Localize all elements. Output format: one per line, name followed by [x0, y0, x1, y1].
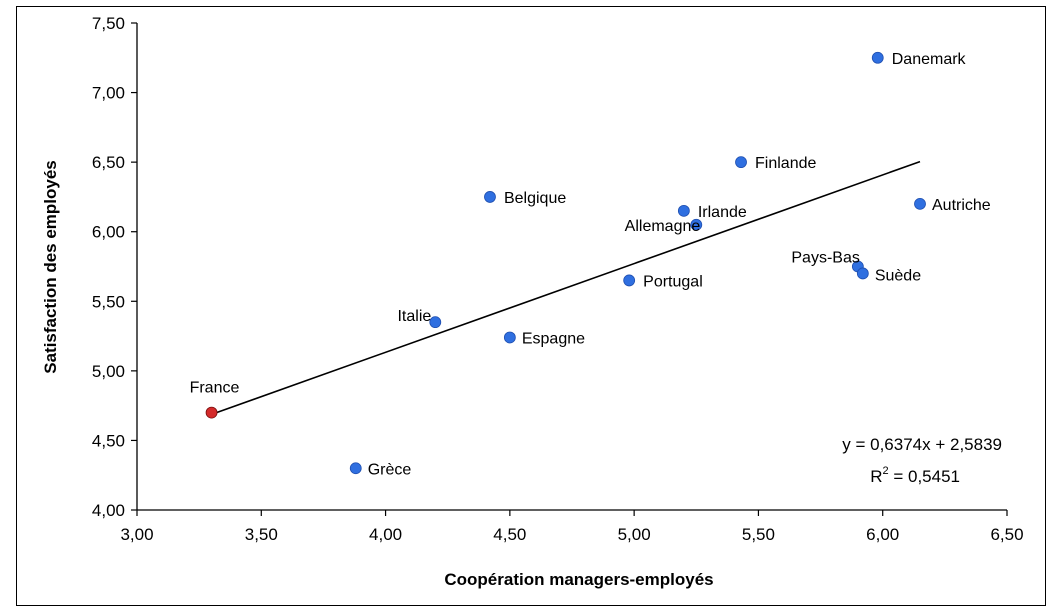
data-point-portugal	[623, 274, 636, 287]
point-label-pays-bas: Pays-Bas	[791, 250, 859, 267]
x-tick-label: 4,50	[493, 525, 526, 544]
y-axis-title: Satisfaction des employés	[41, 160, 60, 374]
point-label-irlande: Irlande	[698, 204, 747, 221]
r-squared-label: R2 = 0,5451	[870, 465, 960, 486]
data-point-finlande	[735, 156, 747, 169]
y-tick-label: 4,50	[92, 431, 125, 450]
trendline-equation: y = 0,6374x + 2,5839	[842, 435, 1002, 454]
axes: 3,00 3,50 4,00 4,50 5,00 5,50 6,00 6,50 4,00 4,50…	[92, 14, 1024, 544]
point-label-espagne: Espagne	[522, 330, 585, 347]
point-label-grece: Grèce	[368, 461, 412, 478]
data-point-autriche	[914, 197, 926, 210]
x-axis-title: Coopération managers-employés	[444, 570, 713, 589]
point-label-suede: Suède	[875, 267, 921, 284]
point-label-danemark: Danemark	[892, 51, 967, 68]
data-point-grece	[349, 462, 362, 475]
point-label-belgique: Belgique	[504, 190, 566, 207]
x-tick-label: 5,50	[742, 525, 775, 544]
x-tick-label: 6,50	[990, 525, 1023, 544]
point-label-finlande: Finlande	[755, 155, 816, 172]
y-tick-label: 6,50	[92, 153, 125, 172]
r-squared-exponent: 2	[883, 465, 889, 477]
point-label-autriche: Autriche	[932, 197, 991, 214]
data-point-belgique	[484, 191, 496, 203]
y-tick-label: 6,00	[92, 223, 125, 242]
y-tick-label: 7,00	[92, 84, 125, 103]
data-point-irlande	[677, 204, 690, 217]
x-tick-label: 5,00	[618, 525, 651, 544]
point-label-italie: Italie	[397, 308, 431, 325]
x-tick-label: 3,50	[245, 525, 278, 544]
point-label-allemagne: Allemagne	[625, 218, 701, 235]
data-point-danemark	[871, 51, 884, 64]
y-tick-label: 5,00	[92, 362, 125, 381]
data-point-france	[205, 406, 218, 419]
r-squared-value: = 0,5451	[889, 467, 960, 486]
point-label-france: France	[190, 380, 240, 397]
y-tick-label: 5,50	[92, 292, 125, 311]
data-point-espagne	[503, 331, 516, 344]
points-layer: Danemark Finlande Belgique IrlandeAllemagne…	[190, 51, 991, 478]
y-tick-label: 4,00	[92, 501, 125, 520]
x-tick-label: 6,00	[866, 525, 899, 544]
point-label-portugal: Portugal	[643, 273, 703, 290]
scatter-chart: 3,00 3,50 4,00 4,50 5,00 5,50 6,00 6,50 4,00 4,50…	[41, 14, 1024, 589]
y-tick-label: 7,50	[92, 14, 125, 33]
x-tick-label: 3,00	[120, 525, 153, 544]
chart-frame: 3,00 3,50 4,00 4,50 5,00 5,50 6,00 6,50 4,00 4,50…	[16, 6, 1046, 606]
trendline-layer	[211, 160, 921, 416]
data-point-allemagne	[690, 218, 703, 231]
trendline	[211, 160, 921, 416]
x-tick-label: 4,00	[369, 525, 402, 544]
r-squared-symbol: R	[870, 467, 882, 486]
data-point-italie	[429, 316, 442, 329]
data-point-suede	[856, 267, 869, 280]
